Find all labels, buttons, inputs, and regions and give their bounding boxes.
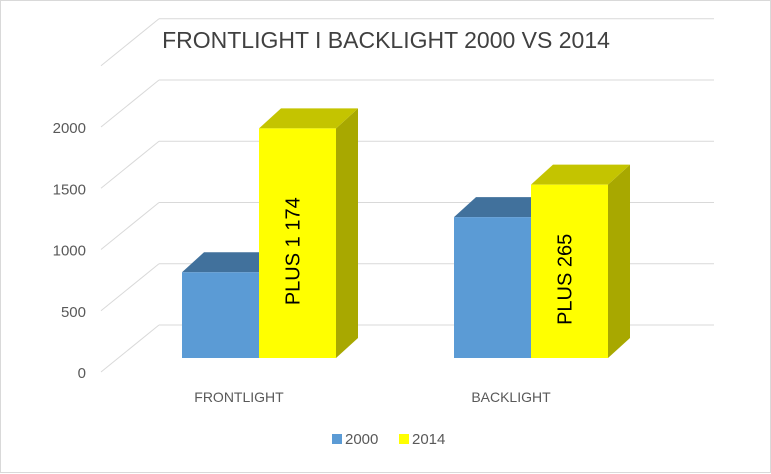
bar-backlight-2000 [454, 217, 531, 358]
gridline-diagonal [100, 140, 160, 189]
gridline-diagonal [100, 202, 160, 250]
gridline-diagonal [100, 324, 160, 373]
y-axis-ticks: 0 500 1000 1500 2000 [53, 120, 86, 382]
gridline-diagonal [100, 79, 160, 128]
bar-frontlight-2000-top [182, 252, 281, 273]
bar-frontlight-2014-side [336, 108, 358, 358]
bar-frontlight-2000 [182, 272, 259, 358]
x-tick-label: FRONTLIGHT [194, 389, 284, 405]
gridline-diagonal [100, 18, 160, 67]
bar-frontlight-2014-top [259, 108, 358, 129]
legend-label-2000: 2000 [345, 431, 378, 448]
bars: PLUS 1 174 PLUS 265 [182, 108, 630, 358]
legend-swatch-2014 [399, 434, 409, 444]
legend-swatch-2000 [332, 434, 342, 444]
y-tick-label: 0 [78, 365, 86, 382]
x-tick-label: BACKLIGHT [471, 389, 551, 405]
bar-frontlight-2014 [259, 128, 336, 358]
chart-title: FRONTLIGHT I BACKLIGHT 2000 VS 2014 [162, 27, 610, 53]
bar-backlight-2014-top [531, 164, 630, 185]
bar-annotation: PLUS 265 [555, 234, 577, 325]
bar-annotation: PLUS 1 174 [283, 197, 305, 305]
bar-backlight-2014-side [608, 164, 630, 358]
y-tick-label: 2000 [53, 120, 86, 137]
x-axis-labels: FRONTLIGHT BACKLIGHT [194, 389, 551, 405]
bar-backlight-2000-top [454, 197, 553, 218]
bar-backlight-2014 [531, 184, 608, 358]
legend-label-2014: 2014 [412, 431, 445, 448]
y-tick-label: 1000 [53, 243, 86, 260]
y-tick-label: 500 [61, 304, 86, 321]
gridline-diagonal [100, 263, 160, 312]
y-tick-label: 1500 [53, 181, 86, 198]
legend: 2000 2014 [332, 431, 445, 448]
